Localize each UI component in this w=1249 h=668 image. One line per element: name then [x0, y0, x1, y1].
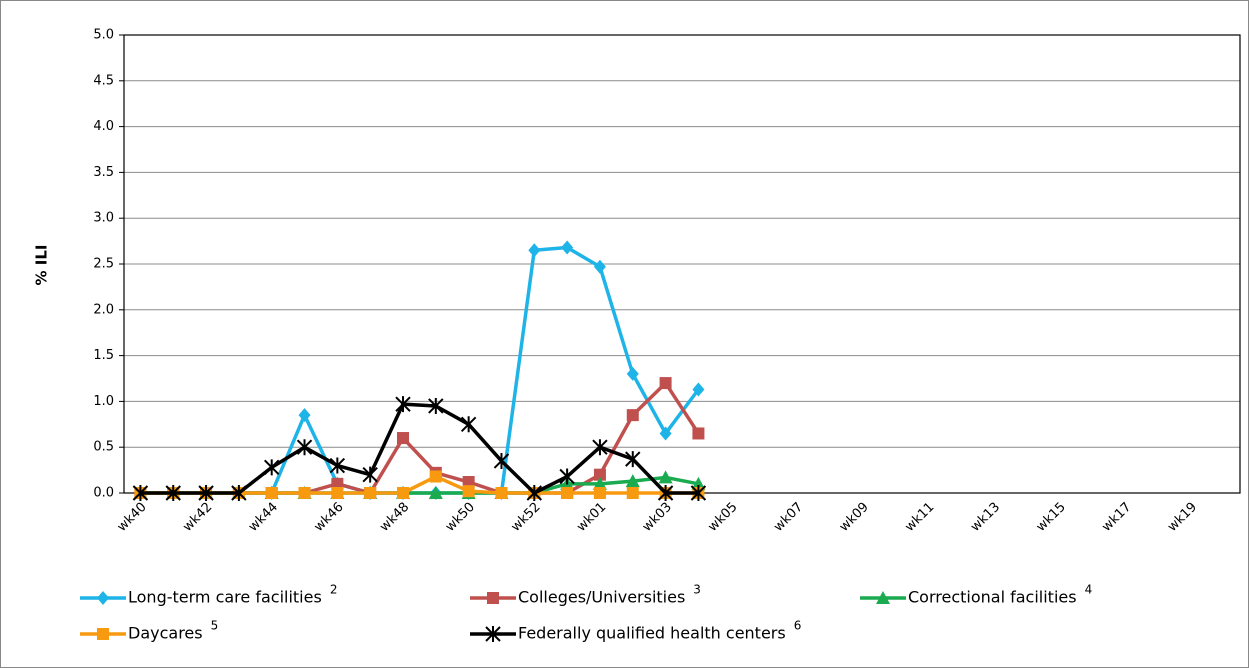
y-axis-label: % ILI — [33, 245, 51, 286]
legend-footnote: 6 — [794, 619, 802, 633]
marker — [658, 470, 673, 484]
marker — [692, 427, 705, 440]
marker — [690, 485, 707, 501]
marker — [362, 466, 378, 483]
marker — [626, 409, 639, 422]
marker — [462, 476, 475, 489]
y-tick-label: 0.5 — [93, 440, 114, 455]
marker — [692, 382, 705, 397]
series-line — [140, 402, 699, 495]
marker — [657, 485, 674, 501]
marker — [593, 487, 606, 499]
marker — [296, 439, 313, 456]
y-tick-label: 3.5 — [93, 165, 114, 180]
marker — [329, 457, 346, 474]
y-tick-label: 3.0 — [93, 211, 114, 226]
marker — [198, 485, 214, 501]
marker — [462, 485, 475, 498]
y-tick-label: 4.5 — [93, 73, 114, 88]
marker — [526, 485, 543, 501]
y-tick-label: 1.5 — [93, 348, 114, 363]
marker — [625, 474, 640, 488]
marker — [592, 439, 608, 456]
legend-label: Correctional facilities — [908, 588, 1077, 607]
y-tick-label: 5.0 — [93, 28, 114, 43]
marker — [428, 397, 444, 414]
marker — [165, 485, 181, 501]
legend-label: Long-term care facilities — [128, 588, 322, 607]
y-tick-label: 1.0 — [93, 394, 114, 409]
marker — [231, 485, 247, 501]
marker — [265, 487, 278, 499]
marker — [528, 243, 541, 258]
marker — [331, 477, 344, 490]
legend-label: Federally qualified health centers — [518, 624, 786, 643]
legend-footnote: 2 — [330, 583, 338, 597]
legend-footnote: 5 — [211, 619, 219, 633]
marker — [561, 240, 574, 255]
marker — [298, 408, 311, 423]
marker — [659, 377, 672, 390]
marker — [495, 487, 508, 499]
legend-label: Daycares — [128, 624, 203, 643]
marker — [298, 487, 311, 499]
marker — [691, 476, 706, 490]
marker — [561, 487, 574, 499]
marker — [397, 432, 409, 445]
y-tick-label: 2.0 — [93, 302, 114, 317]
y-tick-label: 0.0 — [93, 486, 114, 501]
marker — [97, 591, 109, 605]
y-tick-label: 2.5 — [93, 257, 114, 272]
marker — [559, 468, 575, 485]
legend-footnote: 4 — [1085, 583, 1093, 597]
legend-label: Colleges/Universities — [518, 588, 685, 607]
marker — [659, 426, 672, 441]
marker — [460, 416, 477, 433]
marker — [428, 486, 443, 499]
marker — [487, 592, 499, 604]
marker — [593, 259, 606, 274]
marker — [331, 487, 344, 499]
marker — [626, 366, 639, 381]
marker — [493, 452, 510, 469]
marker — [397, 487, 409, 499]
marker — [626, 487, 639, 499]
marker — [593, 468, 606, 481]
marker — [97, 628, 109, 640]
legend-footnote: 3 — [693, 583, 701, 597]
marker — [625, 451, 641, 468]
marker — [592, 476, 607, 490]
marker — [429, 470, 442, 483]
marker — [132, 485, 149, 501]
y-tick-label: 4.0 — [93, 119, 114, 134]
marker — [263, 459, 280, 476]
marker — [485, 626, 501, 642]
marker — [395, 396, 411, 413]
marker — [876, 591, 890, 604]
marker — [364, 487, 377, 499]
